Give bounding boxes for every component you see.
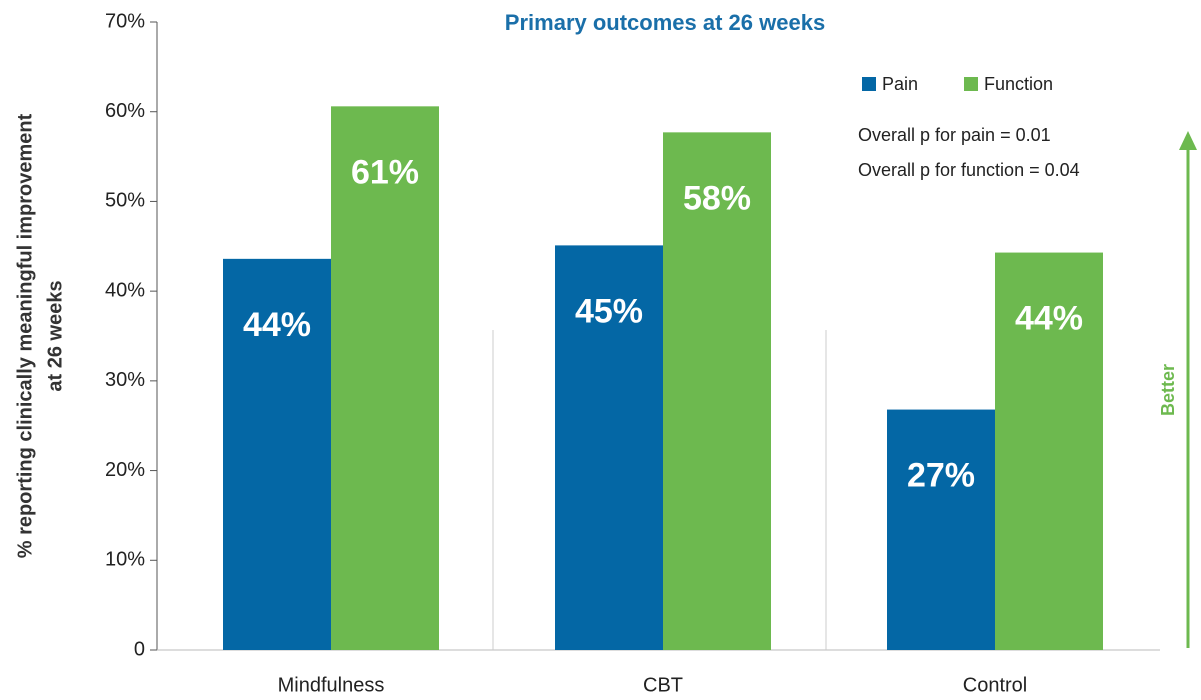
- y-tick-label: 0: [134, 638, 145, 660]
- arrow-label: Better: [1158, 364, 1178, 416]
- legend-label: Pain: [882, 74, 918, 94]
- y-tick-label: 20%: [105, 459, 145, 481]
- bar: [331, 106, 439, 651]
- y-tick-label: 50%: [105, 190, 145, 212]
- y-tick-label: 10%: [105, 549, 145, 571]
- y-axis-label: at 26 weeks: [44, 280, 66, 391]
- y-tick-label: 70%: [105, 10, 145, 32]
- data-label: 58%: [683, 179, 751, 217]
- better-arrowhead: [1179, 131, 1197, 150]
- data-label: 44%: [1015, 300, 1083, 338]
- x-tick-label: CBT: [643, 674, 683, 696]
- data-label: 45%: [575, 292, 643, 330]
- legend-swatch: [862, 77, 876, 91]
- x-tick-label: Mindfulness: [278, 674, 385, 696]
- y-tick-label: 30%: [105, 369, 145, 391]
- y-axis-label: % reporting clinically meaningful improv…: [14, 113, 36, 558]
- y-tick-label: 40%: [105, 279, 145, 301]
- bar: [663, 132, 771, 650]
- data-label: 44%: [243, 306, 311, 344]
- bar: [223, 258, 331, 650]
- bar: [887, 409, 995, 650]
- x-tick-label: Control: [963, 674, 1027, 696]
- chart-title: Primary outcomes at 26 weeks: [505, 10, 825, 35]
- bar: [995, 252, 1103, 650]
- annotation: Overall p for pain = 0.01: [858, 125, 1051, 145]
- bar: [555, 245, 663, 651]
- data-label: 61%: [351, 153, 419, 191]
- legend-swatch: [964, 77, 978, 91]
- annotation: Overall p for function = 0.04: [858, 160, 1080, 180]
- legend-label: Function: [984, 74, 1053, 94]
- data-label: 27%: [907, 457, 975, 495]
- y-tick-label: 60%: [105, 100, 145, 122]
